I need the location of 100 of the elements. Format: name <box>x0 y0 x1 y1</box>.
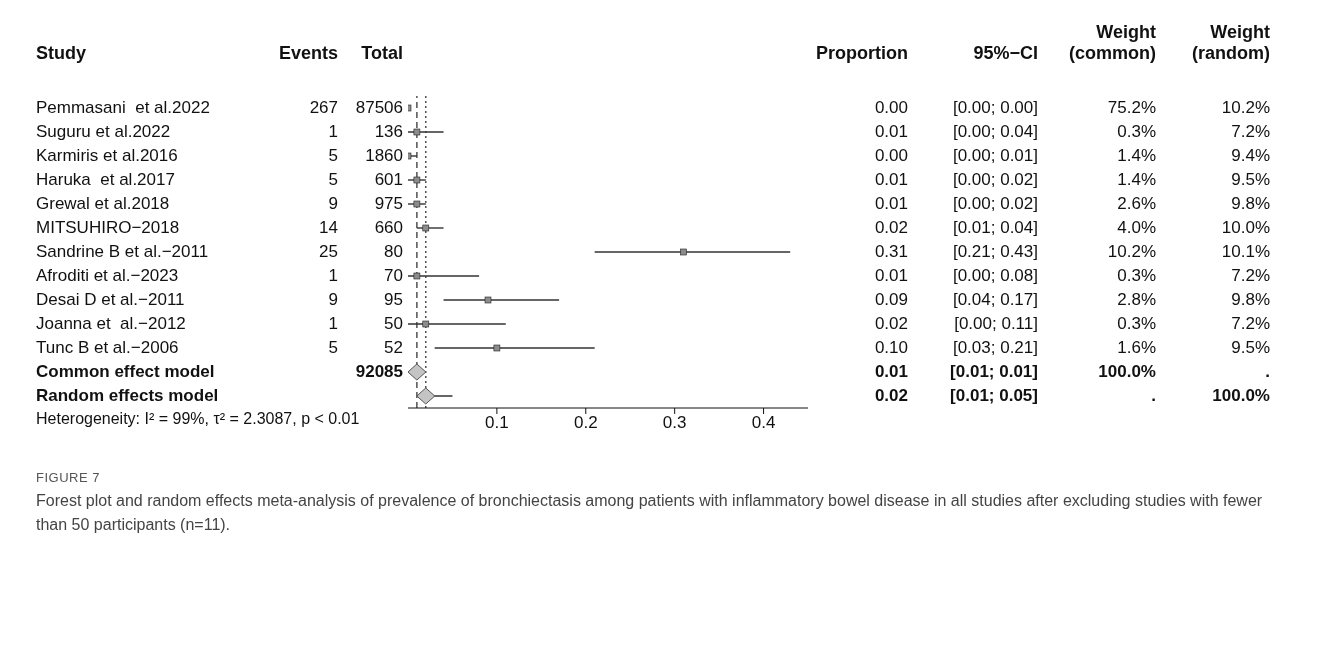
text: Common effect model <box>36 361 216 383</box>
text: 100.0% <box>1212 386 1270 405</box>
text: 80 <box>384 242 403 261</box>
text: 0.01 <box>873 193 908 215</box>
text: 7.2% <box>1231 266 1270 285</box>
x-tick-label: 0.3 <box>662 413 687 433</box>
text: 0.3% <box>1117 122 1156 141</box>
text: 0.00 <box>873 97 908 119</box>
text: 0.02 <box>873 217 908 239</box>
x-tick-label: 0.4 <box>751 413 776 433</box>
text: Afroditi et al.−2023 <box>36 266 179 285</box>
text: 9.4% <box>1231 146 1270 165</box>
text: Haruka et al.2017 <box>36 170 175 189</box>
point <box>413 272 421 280</box>
text: 2.6% <box>1117 194 1156 213</box>
text: 10.2% <box>1107 242 1156 261</box>
text: 0.01 <box>873 121 908 143</box>
text: 100.0% <box>1098 362 1156 381</box>
text: [0.01; 0.01] <box>950 362 1038 381</box>
text: [0.03; 0.21] <box>952 338 1038 357</box>
text: 1 <box>327 313 338 335</box>
point <box>413 200 421 208</box>
text: 7.2% <box>1231 122 1270 141</box>
caption: FIGURE 7 <box>36 470 101 485</box>
text: Grewal et al.2018 <box>36 194 170 213</box>
text: [0.00; 0.01] <box>952 146 1038 165</box>
text: Karmiris et al.2016 <box>36 146 178 165</box>
text: 52 <box>384 338 403 357</box>
text: 0.01 <box>873 169 908 191</box>
point <box>413 128 421 136</box>
text: 75.2% <box>1107 98 1156 117</box>
text: Tunc B et al.−2006 <box>36 338 179 357</box>
text: 14 <box>318 217 338 239</box>
text: 9 <box>327 289 338 311</box>
text: 1860 <box>365 146 403 165</box>
point <box>493 344 501 352</box>
text: 0.3% <box>1117 314 1156 333</box>
text: 5 <box>327 337 338 359</box>
text: [0.01; 0.04] <box>952 218 1038 237</box>
text: MITSUHIRO−2018 <box>36 218 180 237</box>
text: 0.00 <box>873 145 908 167</box>
text: [0.00; 0.04] <box>952 122 1038 141</box>
text: [0.01; 0.05] <box>950 386 1038 405</box>
text: 2.8% <box>1117 290 1156 309</box>
text: Total <box>361 43 403 63</box>
text: Joanna et al.−2012 <box>36 314 186 333</box>
text: 10.0% <box>1221 218 1270 237</box>
text: 25 <box>319 242 338 261</box>
text: 9 <box>327 193 338 215</box>
text: 136 <box>374 122 403 141</box>
text: 4.0% <box>1117 218 1156 237</box>
text: 0.02 <box>873 385 908 407</box>
text: 975 <box>374 194 403 213</box>
text: 0.3% <box>1117 266 1156 285</box>
text: 92085 <box>354 361 403 383</box>
text: 1.4% <box>1117 170 1156 189</box>
text: 9.8% <box>1231 194 1270 213</box>
text: . <box>1265 362 1270 381</box>
text: Heterogeneity: I² = 99%, τ² = 2.3087, p < 0.01 <box>36 410 360 428</box>
text: 70 <box>384 266 403 285</box>
text: 9.8% <box>1231 290 1270 309</box>
text: Proportion <box>815 43 908 64</box>
text: 0.09 <box>873 289 908 311</box>
text: [0.00; 0.08] <box>952 266 1038 285</box>
text: 10.2% <box>1221 98 1270 117</box>
text: 1 <box>327 121 338 143</box>
text: 9.5% <box>1231 170 1270 189</box>
text: [0.21; 0.43] <box>952 242 1038 261</box>
point <box>422 224 430 232</box>
text: 95 <box>384 290 403 309</box>
text: 0.01 <box>873 265 908 287</box>
text: 7.2% <box>1231 314 1270 333</box>
text: [0.00; 0.02] <box>952 170 1038 189</box>
text: 50 <box>384 314 403 333</box>
text: 10.1% <box>1221 242 1270 261</box>
point <box>413 176 421 184</box>
point <box>484 296 492 304</box>
text: 1.4% <box>1117 146 1156 165</box>
text: Events <box>277 43 338 64</box>
point <box>416 387 436 405</box>
text: Pemmasani et al.2022 <box>36 98 210 117</box>
text: 95%−CI <box>972 43 1038 64</box>
text: 5 <box>327 169 338 191</box>
text: Weight (common) <box>1068 22 1156 64</box>
text: 9.5% <box>1231 338 1270 357</box>
text: 1.6% <box>1117 338 1156 357</box>
text: [0.00; 0.11] <box>954 314 1038 333</box>
text: . <box>1151 386 1156 405</box>
text: Study <box>36 43 87 63</box>
text: 0.02 <box>873 313 908 335</box>
text: Random effects model <box>36 385 220 407</box>
text: Weight (random) <box>1191 22 1270 64</box>
text: 0.01 <box>873 361 908 383</box>
point <box>680 248 687 256</box>
text: 5 <box>327 145 338 167</box>
point <box>422 320 430 328</box>
text: 660 <box>374 218 403 237</box>
x-tick-label: 0.1 <box>485 413 509 433</box>
text: 1 <box>327 265 338 287</box>
text: Desai D et al.−2011 <box>36 290 185 309</box>
